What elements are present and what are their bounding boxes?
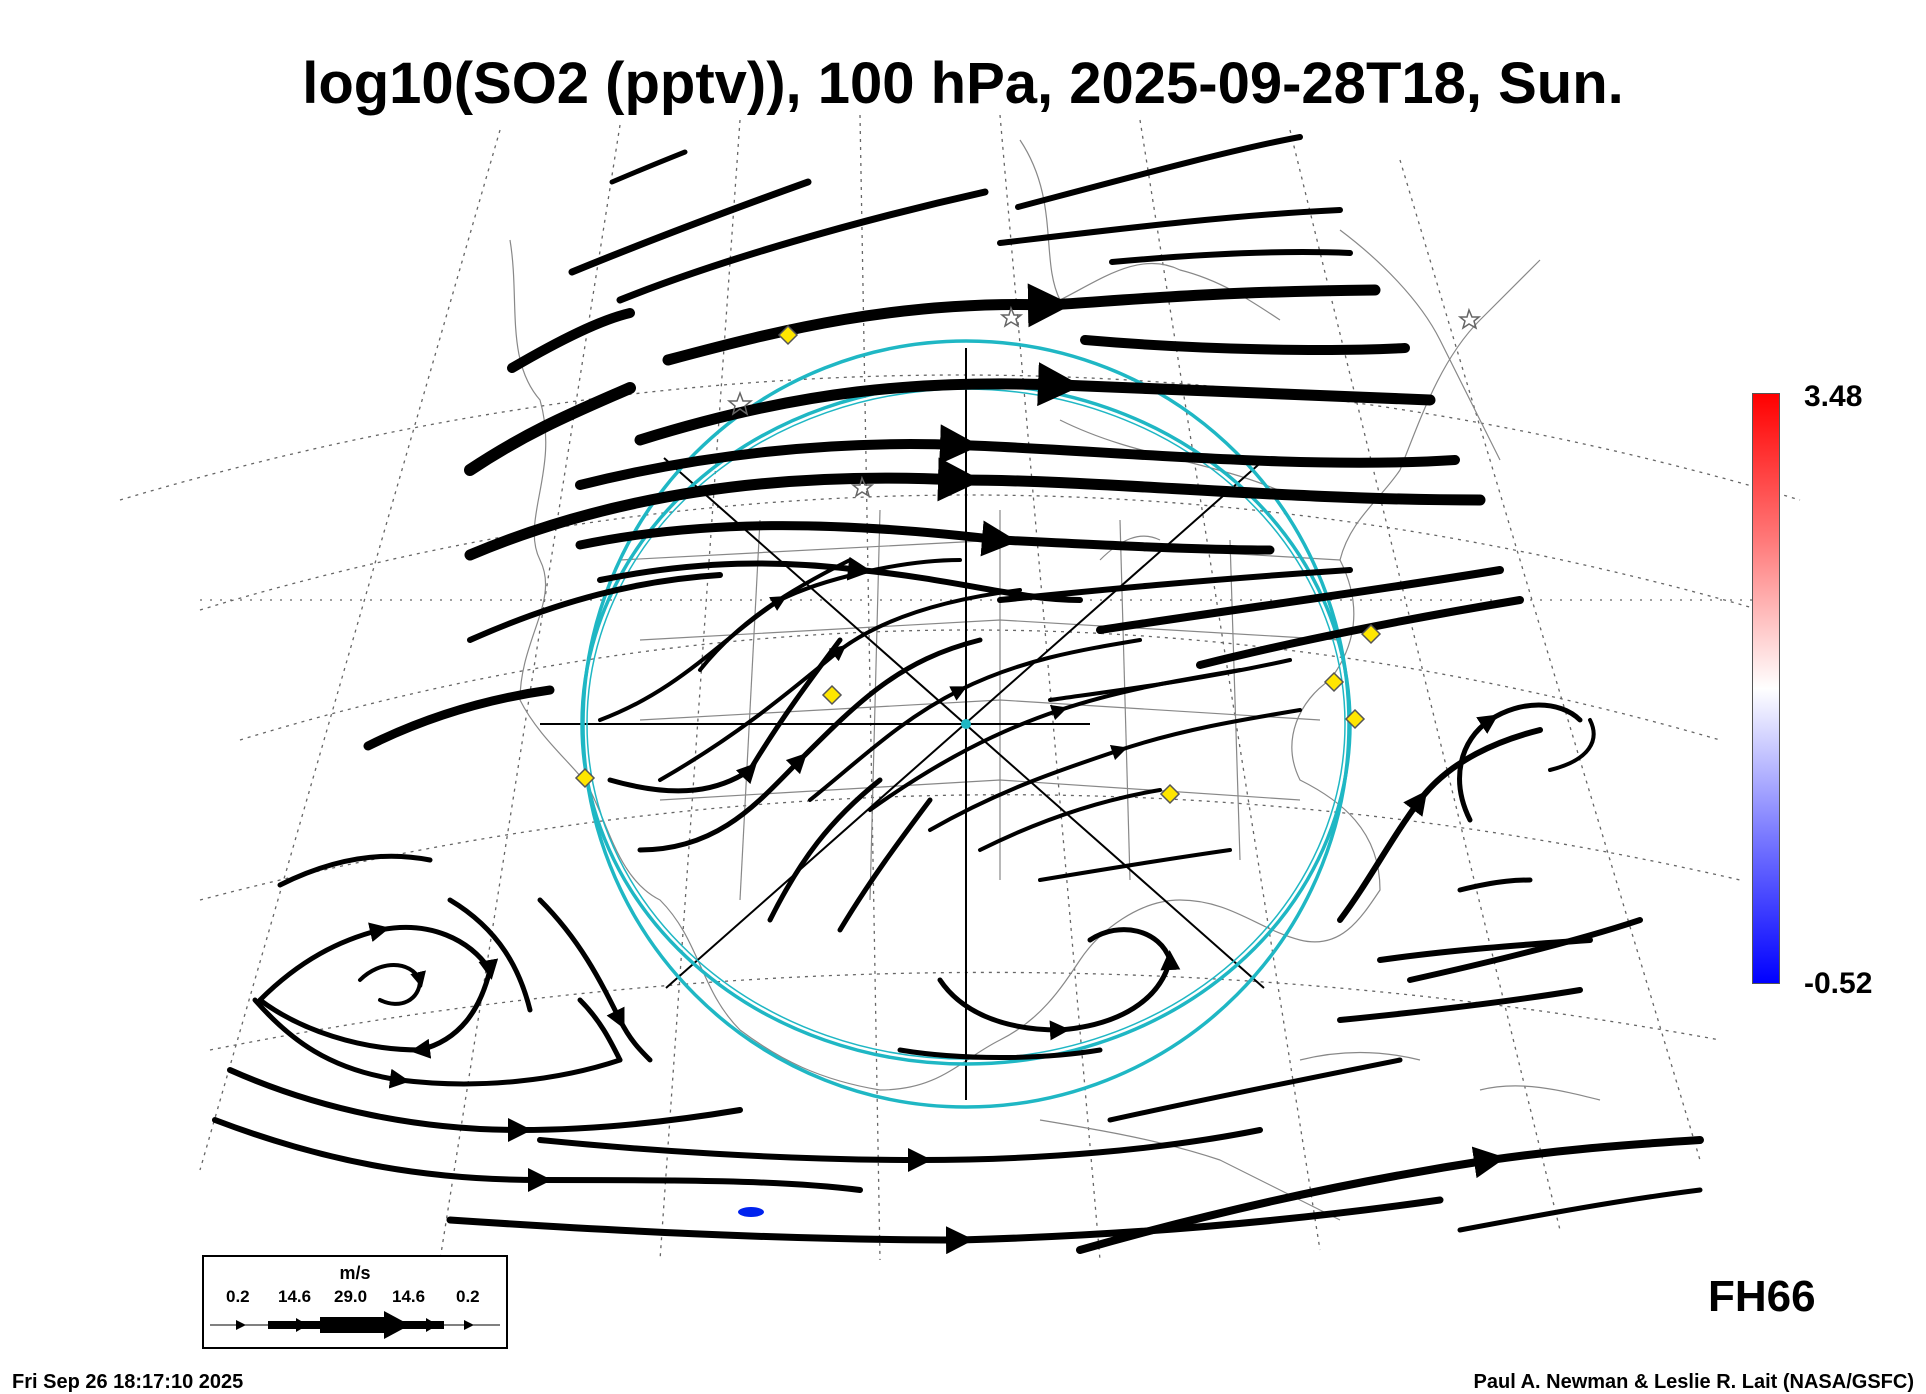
wind-speed-legend: m/s 0.2 14.6 29.0 14.6 0.2 xyxy=(202,1255,508,1349)
star-marker xyxy=(850,475,875,498)
wind-legend-arrow xyxy=(210,1311,500,1339)
wind-legend-tick: 0.2 xyxy=(456,1287,480,1306)
colorbar-max-label: 3.48 xyxy=(1804,380,1863,413)
station-marker xyxy=(821,684,843,706)
generation-timestamp: Fri Sep 26 18:17:10 2025 xyxy=(12,1371,244,1393)
wind-legend-tick: 14.6 xyxy=(278,1287,312,1306)
credit-text: Paul A. Newman & Leslie R. Lait (NASA/GS… xyxy=(1473,1371,1914,1393)
station-marker xyxy=(1360,623,1382,645)
station-marker xyxy=(777,324,799,346)
wind-streamlines xyxy=(212,134,1704,1255)
forecast-hour-label: FH66 xyxy=(1708,1272,1816,1321)
star-marker xyxy=(1457,307,1482,330)
station-marker xyxy=(1323,671,1345,693)
ring-center-marker xyxy=(961,719,971,729)
colorbar-min-label: -0.52 xyxy=(1804,967,1873,1000)
chart-title: log10(SO2 (pptv)), 100 hPa, 2025-09-28T1… xyxy=(302,51,1624,116)
star-marker xyxy=(726,390,754,416)
station-marker xyxy=(574,767,596,789)
station-marker xyxy=(1344,708,1366,730)
station-marker xyxy=(1159,783,1181,805)
colorbar xyxy=(1752,393,1780,984)
wind-legend-unit: m/s xyxy=(339,1263,371,1283)
wind-legend-tick: 29.0 xyxy=(334,1287,368,1306)
station-markers xyxy=(574,324,1382,805)
star-markers xyxy=(726,305,1482,498)
wind-legend-tick: 14.6 xyxy=(392,1287,426,1306)
star-marker xyxy=(999,305,1024,328)
wind-legend-tick: 0.2 xyxy=(226,1287,250,1306)
so2-blob xyxy=(738,1207,764,1217)
